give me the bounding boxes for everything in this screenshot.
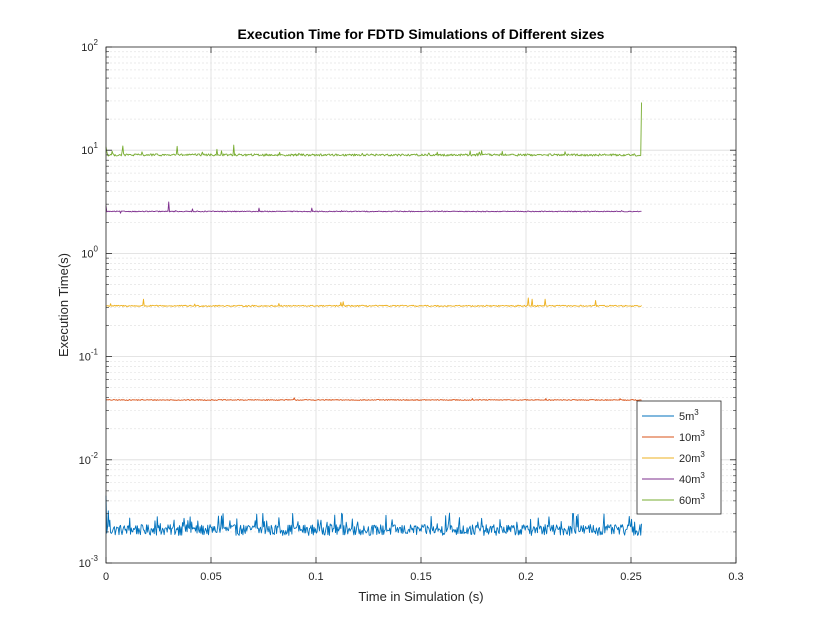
- x-tick-label: 0.25: [620, 571, 641, 583]
- legend-entry[interactable]: 40m3: [679, 471, 705, 486]
- series-line-40m3: [105, 201, 642, 214]
- x-tick-label: 0.1: [308, 571, 323, 583]
- y-tick-label: 102: [81, 38, 98, 54]
- tick-labels: 0 0.05 0.1 0.15 0.2 0.25 0.3 10-3 10-2 10-1 100 101…: [79, 38, 744, 583]
- x-tick-label: 0.2: [518, 571, 533, 583]
- y-tick-label: 10-1: [79, 348, 99, 364]
- y-tick-label: 10-3: [79, 554, 99, 570]
- x-axis-label: Time in Simulation (s): [358, 589, 483, 604]
- legend[interactable]: 5m3 10m3 20m3 40m3 60m3: [636, 400, 722, 515]
- series-line-60m3: [105, 102, 642, 157]
- x-tick-label: 0: [103, 571, 109, 583]
- series-line-5m3: [105, 495, 642, 536]
- x-tick-label: 0.3: [728, 571, 743, 583]
- x-tick-label: 0.05: [200, 571, 221, 583]
- series-layer: [105, 102, 642, 536]
- legend-entry[interactable]: 5m3: [679, 408, 699, 423]
- y-axis-label: Execution Time(s): [56, 253, 71, 357]
- legend-entry[interactable]: 20m3: [679, 450, 705, 465]
- ticks: [105, 46, 737, 564]
- legend-entry[interactable]: 10m3: [679, 429, 705, 444]
- y-tick-label: 100: [81, 244, 98, 260]
- series-line-20m3: [105, 297, 642, 308]
- series-line-10m3: [105, 397, 642, 401]
- x-tick-label: 0.15: [410, 571, 431, 583]
- chart-title: Execution Time for FDTD Simulations of D…: [238, 26, 605, 42]
- y-tick-label: 101: [81, 141, 98, 157]
- legend-entry[interactable]: 60m3: [679, 492, 705, 507]
- y-tick-label: 10-2: [79, 451, 99, 467]
